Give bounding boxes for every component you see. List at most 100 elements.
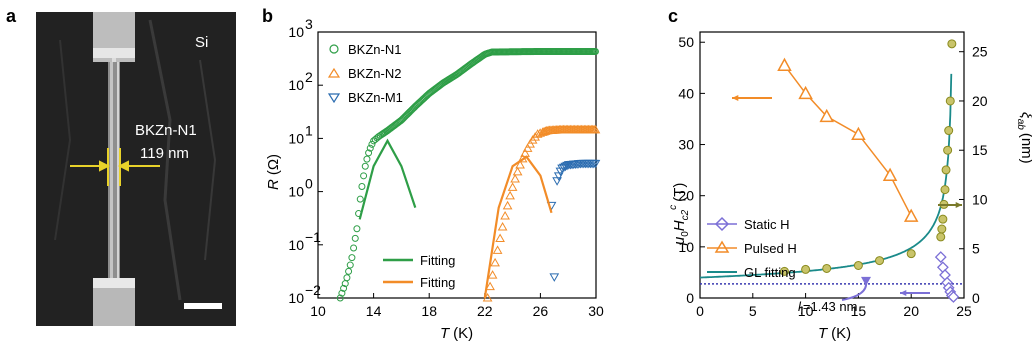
bkzn-n2-point xyxy=(571,124,581,134)
left-axis-arrow-purple-head xyxy=(900,289,907,297)
legend-bkzn-n1: BKZn-N1 xyxy=(348,42,401,57)
y-tick-label: 10 xyxy=(288,130,304,146)
bkzn-n2-point xyxy=(520,148,530,157)
y-tick-label: 10 xyxy=(288,237,304,253)
fitting-n2-curve xyxy=(483,155,553,299)
plot-b-ylabel: R(Ω) xyxy=(265,154,282,190)
xi-point xyxy=(906,249,916,259)
y-tick-label: 10 xyxy=(288,290,304,306)
bkzn-n2-point xyxy=(562,124,573,134)
panel-a-letter: a xyxy=(6,6,17,26)
bkzn-m1-point xyxy=(590,159,601,169)
bkzn-n1-point xyxy=(363,155,371,163)
bkzn-n2-point xyxy=(589,124,599,134)
y-tick-label: 0 xyxy=(972,290,980,306)
scale-bar xyxy=(184,303,222,309)
pulsed-h-point xyxy=(903,208,919,222)
y-tick-label: 10 xyxy=(678,239,694,255)
bkzn-n2-point xyxy=(572,124,583,134)
bkzn-n1-point xyxy=(368,140,376,148)
plot-c-frame xyxy=(699,31,965,299)
legend-bkzn-n2: BKZn-N2 xyxy=(348,66,401,81)
x-tick-label: 30 xyxy=(588,303,604,319)
panel-c-letter: c xyxy=(668,6,678,26)
bkzn-n1-point xyxy=(348,254,356,262)
y-tick-label: 10 xyxy=(288,184,304,200)
legend-fitting-1: Fitting xyxy=(420,253,455,268)
bkzn-n1-point xyxy=(343,274,351,282)
y-tick-label: 0 xyxy=(686,290,694,306)
bkzn-n2-point xyxy=(512,166,523,176)
bkzn-n1-point xyxy=(350,244,358,252)
li-annotation: li=1.43 nm xyxy=(798,299,857,316)
bkzn-n2-point xyxy=(564,124,574,134)
y-tick-exponent: −2 xyxy=(305,282,321,298)
bkzn-n2-point xyxy=(583,124,594,134)
bkzn-n1-point xyxy=(358,182,366,190)
y-tick-label: 40 xyxy=(678,85,694,101)
pulsed-h-point xyxy=(882,167,898,181)
legend-fitting-2: Fitting xyxy=(420,275,455,290)
bkzn-n2-point xyxy=(576,124,587,134)
xi-point xyxy=(940,185,950,195)
bkzn-n2-point xyxy=(507,182,518,191)
bkzn-n2-point xyxy=(497,222,508,231)
plot-c-xlabel: T (K) xyxy=(818,325,851,342)
bkzn-n2-point xyxy=(495,233,505,242)
li-curved-arrow-head xyxy=(861,276,871,286)
x-tick-label: 14 xyxy=(366,303,382,319)
plot-b-x-ticks: 10 14 18 22 26 30 xyxy=(310,293,604,319)
panel-b-letter: b xyxy=(262,6,273,26)
y-tick-exponent: 3 xyxy=(305,16,313,32)
xi-point xyxy=(822,263,832,273)
y-tick-exponent: 2 xyxy=(305,69,313,85)
bkzn-n1-point xyxy=(336,294,344,302)
width-marker xyxy=(70,148,160,186)
fitting-n1-curve xyxy=(358,138,417,220)
bkzn-n2-point xyxy=(578,124,588,134)
bkzn-m1-point xyxy=(549,273,560,282)
bkzn-n2-point xyxy=(502,200,513,210)
bkzn-n1-point xyxy=(346,261,354,269)
y-tick-exponent: 1 xyxy=(305,122,313,138)
xi-point xyxy=(779,266,789,276)
x-tick-label: 22 xyxy=(477,303,493,319)
plot-c-y-ticks-right: 0 5 10 15 20 25 xyxy=(959,44,988,306)
y-tick-label: 10 xyxy=(288,24,304,40)
x-tick-label: 18 xyxy=(421,303,437,319)
xi-point xyxy=(937,224,947,234)
bkzn-n2-point xyxy=(565,124,576,134)
xi-point xyxy=(944,126,954,136)
bkzn-n1-point xyxy=(340,284,348,292)
bkzn-n1-point xyxy=(353,225,361,233)
y-tick-label: 50 xyxy=(678,34,694,50)
y-tick-label: 20 xyxy=(972,93,988,109)
y-tick-label: 20 xyxy=(678,188,694,204)
bkzn-n2-point xyxy=(579,124,590,134)
bkzn-n2-point xyxy=(580,124,591,134)
bkzn-n2-point xyxy=(490,257,500,267)
plot-c-data xyxy=(700,39,964,303)
y-tick-label: 5 xyxy=(972,241,980,257)
y-tick-label: 25 xyxy=(972,44,988,60)
y-tick-label: 15 xyxy=(972,142,988,158)
plot-c-ylabel-right: ξab(nm) xyxy=(1015,112,1032,164)
bkzn-n2-point xyxy=(500,211,510,220)
bkzn-n2-point xyxy=(487,270,498,279)
bkzn-n2-point xyxy=(485,281,495,291)
x-tick-label: 15 xyxy=(851,303,867,319)
bkzn-n2-point xyxy=(582,124,592,134)
legend-static-h: Static H xyxy=(744,217,790,232)
x-tick-label: 0 xyxy=(696,303,704,319)
bkzn-n1-point xyxy=(591,47,599,55)
xi-point xyxy=(853,260,863,270)
x-tick-label: 10 xyxy=(798,303,814,319)
xi-point xyxy=(938,214,948,224)
bkzn-n1-point xyxy=(345,267,353,275)
x-tick-label: 10 xyxy=(310,303,326,319)
legend-pulsed-h: Pulsed H xyxy=(744,241,797,256)
plot-b-frame xyxy=(317,31,597,299)
plot-c-ylabel-left: μ0Hc2c(T) xyxy=(668,183,691,246)
bkzn-n2-point xyxy=(586,124,597,134)
